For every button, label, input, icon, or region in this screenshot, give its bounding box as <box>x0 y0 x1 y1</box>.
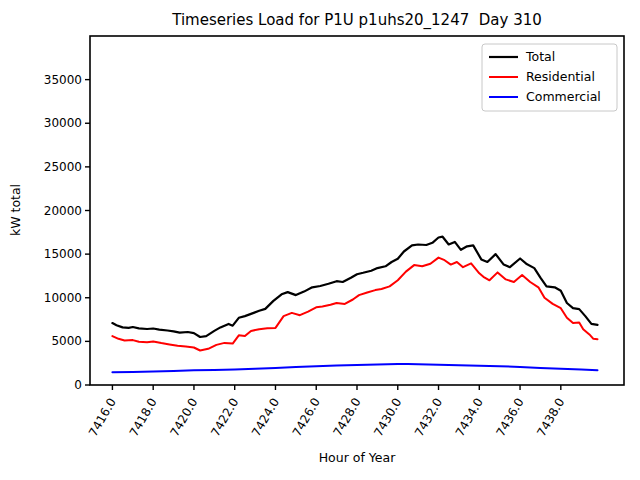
x-tick-label: 7416.0 <box>86 396 119 439</box>
legend-commercial-label: Commercial <box>526 89 601 104</box>
y-tick-label: 5000 <box>51 334 82 348</box>
legend-total-label: Total <box>525 49 555 64</box>
x-tick-label: 7434.0 <box>453 395 486 438</box>
x-axis-label: Hour of Year <box>319 450 396 465</box>
series-lines <box>112 237 597 373</box>
legend: Total Residential Commercial <box>482 44 617 111</box>
y-tick-label: 0 <box>74 378 82 392</box>
y-tick-label: 20000 <box>44 204 82 218</box>
x-tick-label: 7438.0 <box>534 396 567 439</box>
series-residential-line <box>112 258 597 351</box>
y-tick-label: 30000 <box>44 116 82 130</box>
y-axis: 0 5000 10000 15000 20000 25000 30000 35000 <box>44 73 90 392</box>
x-tick-label: 7418.0 <box>127 396 160 439</box>
y-tick-label: 10000 <box>44 291 82 305</box>
x-tick-label: 7426.0 <box>290 396 323 439</box>
series-total-line <box>112 237 597 337</box>
y-tick-label: 35000 <box>44 73 82 87</box>
x-axis: 7416.07418.07420.07422.07424.07426.07428… <box>86 385 568 439</box>
x-tick-label: 7428.0 <box>330 396 363 439</box>
x-tick-label: 7424.0 <box>249 396 282 439</box>
y-tick-label: 25000 <box>44 160 82 174</box>
chart-canvas: Timeseries Load for P1U p1uhs20_1247 Day… <box>0 0 640 480</box>
x-tick-label: 7420.0 <box>167 396 200 439</box>
y-axis-label: kW total <box>8 184 23 236</box>
chart-figure: Timeseries Load for P1U p1uhs20_1247 Day… <box>0 0 640 480</box>
chart-title: Timeseries Load for P1U p1uhs20_1247 Day… <box>171 11 542 30</box>
x-tick-label: 7422.0 <box>208 396 241 439</box>
x-tick-label: 7430.0 <box>371 396 404 439</box>
series-commercial-line <box>112 364 597 372</box>
x-tick-label: 7436.0 <box>494 396 527 439</box>
x-tick-label: 7432.0 <box>412 396 445 439</box>
legend-residential-label: Residential <box>526 69 595 84</box>
y-tick-label: 15000 <box>44 247 82 261</box>
